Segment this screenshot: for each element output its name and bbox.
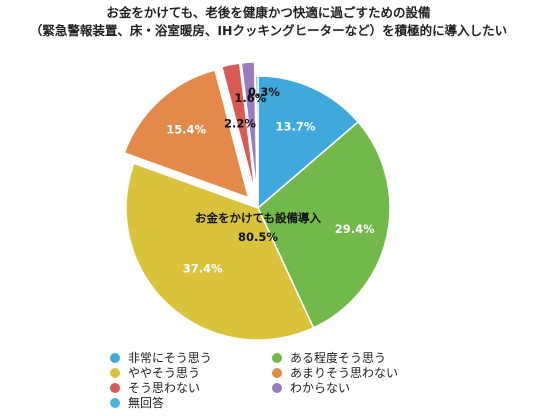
pie-value-label: 2.2% [224,116,256,130]
pie-slice [257,75,360,210]
pie-value-labels: 13.7% 29.4% 37.4% 15.4% 2.2% 1.6%0.3% [166,85,375,275]
pie-slices [123,61,391,341]
legend-item: あまりそう思わない [272,364,398,381]
legend-label: 無回答 [128,396,165,410]
pie-slice [220,62,257,195]
pie-slice [123,69,250,199]
legend-swatch [110,367,120,378]
legend-swatch [110,352,120,363]
legend-swatch [272,367,282,378]
chart-title-line-2: （緊急警報装置、床・浴室暖房、IHクッキングヒーターなど）を積極的に導入したい [29,23,508,38]
legend-label: あまりそう思わない [290,366,399,380]
legend-label: ややそう思う [128,366,201,380]
legend-label: そう思わない [128,381,201,395]
legend-item: ややそう思う [110,364,200,381]
legend-item: ある程度そう思う [272,349,386,366]
legend-item: 非常にそう思う [110,349,212,366]
legend-swatch [272,382,282,393]
annotation-label: お金をかけても設備導入 [195,211,321,225]
chart-title-line-1: お金をかけても、老後を健康かつ快適に過ごすための設備 [106,5,431,20]
legend-swatch [110,382,120,393]
pie-slice [254,75,259,209]
pie-value-label: 1.6% [234,91,266,105]
legend-swatch [110,397,120,408]
legend-swatch [272,352,282,363]
legend-item: わからない [272,379,350,396]
pie-value-label: 15.4% [166,123,206,137]
annotation-value: 80.5% [238,230,278,244]
pie-value-label: 13.7% [275,119,315,133]
pie-value-label: 29.4% [335,222,375,236]
legend-item: 無回答 [110,394,164,411]
pie-slice [125,162,315,341]
chart-title: お金をかけても、老後を健康かつ快適に過ごすための設備 （緊急警報装置、床・浴室暖… [0,4,537,40]
pie-slice [240,61,258,195]
legend-label: ある程度そう思う [290,351,387,365]
pie-slice [257,120,391,329]
legend-label: わからない [290,381,351,395]
legend-item: そう思わない [110,379,200,396]
pie-value-label: 0.3% [248,85,280,99]
legend-label: 非常にそう思う [128,351,212,365]
pie-value-label: 37.4% [183,261,223,275]
